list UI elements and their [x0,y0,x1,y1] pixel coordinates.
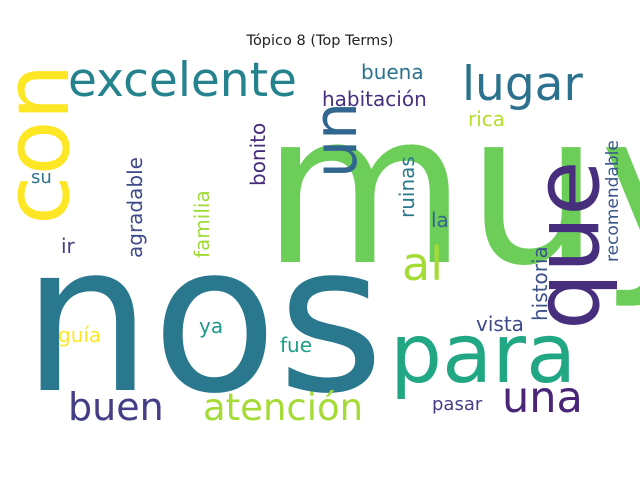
word-11: buen [68,385,164,429]
word-9: al [402,237,443,291]
word-18: ruinas [395,156,419,218]
word-3: con [0,63,90,225]
word-29: pasar [432,394,483,415]
word-6: excelente [68,53,297,108]
word-23: la [431,208,449,232]
word-27: vista [476,312,524,336]
word-13: buena [361,60,424,84]
word-5: para [390,307,576,402]
word-14: habitación [322,87,427,111]
chart-title: Tópico 8 (Top Terms) [246,33,394,49]
word-21: historia [528,246,552,321]
word-15: rica [468,107,505,131]
word-1: muy [262,67,640,312]
word-10: una [502,373,583,423]
word-7: lugar [462,57,583,112]
word-17: recomendable [603,140,623,262]
word-19: agradable [123,157,147,258]
word-20: familia [190,190,214,258]
word-28: fue [280,333,312,357]
word-2: nos [22,201,384,439]
word-12: atención [203,386,363,429]
word-16: bonito [246,123,270,186]
word-26: ya [199,314,223,338]
word-24: ir [61,234,76,258]
word-4: que [515,160,620,330]
word-8: un [301,102,371,178]
word-25: guía [58,323,101,347]
word-22: su [31,167,52,188]
